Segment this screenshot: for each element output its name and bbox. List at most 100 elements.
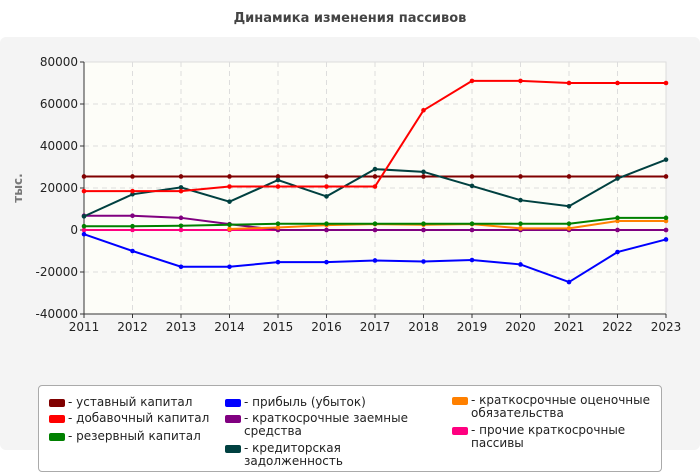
y-tick-label: 20000: [40, 181, 78, 195]
data-point: [178, 227, 184, 233]
data-point: [81, 188, 87, 194]
data-point: [130, 213, 135, 219]
data-point: [566, 174, 572, 179]
data-point: [615, 218, 620, 224]
legend-item[interactable]: - краткосрочные заемные средства: [225, 412, 425, 438]
data-point: [372, 174, 378, 179]
x-tick-label: 2017: [360, 320, 391, 334]
data-point: [421, 169, 426, 175]
data-point: [518, 262, 523, 267]
data-point: [566, 80, 572, 86]
legend-swatch: [49, 399, 65, 407]
data-point: [81, 227, 87, 233]
data-point: [566, 221, 572, 226]
data-point: [130, 248, 135, 254]
legend-swatch: [49, 433, 65, 441]
data-point: [130, 227, 135, 233]
data-point: [663, 237, 669, 242]
data-point: [469, 78, 475, 84]
chart-title: Динамика изменения пассивов: [233, 11, 467, 26]
legend-item[interactable]: - прибыль (убыток): [225, 396, 425, 409]
x-tick-label: 2016: [311, 320, 342, 334]
legend-label: - добавочный капитал: [68, 411, 210, 425]
data-point: [324, 184, 329, 189]
data-point: [566, 203, 572, 209]
data-point: [518, 221, 523, 226]
data-point: [615, 215, 620, 221]
x-tick-label: 2023: [651, 320, 682, 334]
data-point: [227, 226, 232, 232]
data-point: [178, 223, 184, 229]
data-point: [227, 184, 232, 189]
data-point: [421, 174, 426, 179]
data-point: [275, 221, 281, 226]
data-point: [566, 279, 572, 285]
data-point: [275, 225, 281, 230]
data-point: [81, 214, 87, 219]
data-point: [178, 264, 184, 270]
x-tick-label: 2022: [602, 320, 633, 334]
data-point: [663, 80, 669, 86]
x-tick-label: 2020: [505, 320, 536, 334]
data-point: [227, 264, 232, 270]
data-point: [421, 108, 426, 113]
data-point: [518, 197, 523, 203]
data-point: [615, 176, 620, 181]
data-point: [275, 259, 281, 265]
y-tick-label: 60000: [40, 97, 78, 111]
data-point: [81, 231, 87, 237]
legend-item[interactable]: - уставный капитал: [49, 396, 249, 409]
data-point: [130, 188, 135, 194]
data-point: [518, 226, 523, 231]
data-point: [663, 218, 669, 224]
legend-item[interactable]: - краткосрочные оценочные обязательства: [452, 394, 652, 420]
data-point: [372, 258, 378, 263]
data-point: [324, 221, 329, 226]
data-point: [663, 215, 669, 221]
data-point: [663, 227, 669, 233]
legend-swatch: [225, 399, 241, 407]
legend-label: - краткосрочные оценочные обязательства: [471, 393, 650, 420]
legend-label: - уставный капитал: [68, 395, 193, 409]
data-point: [615, 249, 620, 255]
data-point: [130, 192, 135, 197]
legend-label: - кредиторская задолженность: [244, 441, 343, 468]
x-tick-label: 2018: [408, 320, 439, 334]
x-tick-label: 2019: [457, 320, 488, 334]
legend-swatch: [225, 415, 241, 423]
legend-label: - прочие краткосрочные пассивы: [471, 423, 626, 450]
y-tick-label: 40000: [40, 139, 78, 153]
data-point: [178, 215, 184, 221]
legend-label: - резервный капитал: [68, 429, 201, 443]
data-point: [469, 257, 475, 263]
data-point: [421, 227, 426, 233]
data-point: [372, 221, 378, 226]
data-point: [663, 174, 669, 179]
data-point: [469, 227, 475, 233]
x-tick-label: 2013: [166, 320, 197, 334]
y-tick-label: -20000: [35, 265, 78, 279]
legend-item[interactable]: - прочие краткосрочные пассивы: [452, 424, 652, 450]
legend-item[interactable]: - кредиторская задолженность: [225, 442, 425, 468]
data-point: [324, 194, 329, 199]
data-point: [615, 227, 620, 233]
data-point: [324, 174, 329, 179]
legend-item[interactable]: - добавочный капитал: [49, 412, 249, 425]
data-point: [518, 78, 523, 84]
data-point: [372, 227, 378, 233]
data-point: [518, 174, 523, 179]
legend-label: - краткосрочные заемные средства: [244, 411, 408, 438]
x-tick-label: 2014: [214, 320, 245, 334]
y-tick-label: 80000: [40, 55, 78, 69]
data-point: [275, 177, 281, 183]
x-tick-label: 2021: [554, 320, 585, 334]
data-point: [130, 174, 135, 179]
data-point: [324, 227, 329, 233]
data-point: [81, 174, 87, 179]
data-point: [469, 183, 475, 189]
data-point: [324, 259, 329, 265]
data-point: [178, 188, 184, 194]
data-point: [372, 184, 378, 189]
legend-swatch: [49, 415, 65, 423]
legend-item[interactable]: - резервный капитал: [49, 430, 249, 443]
